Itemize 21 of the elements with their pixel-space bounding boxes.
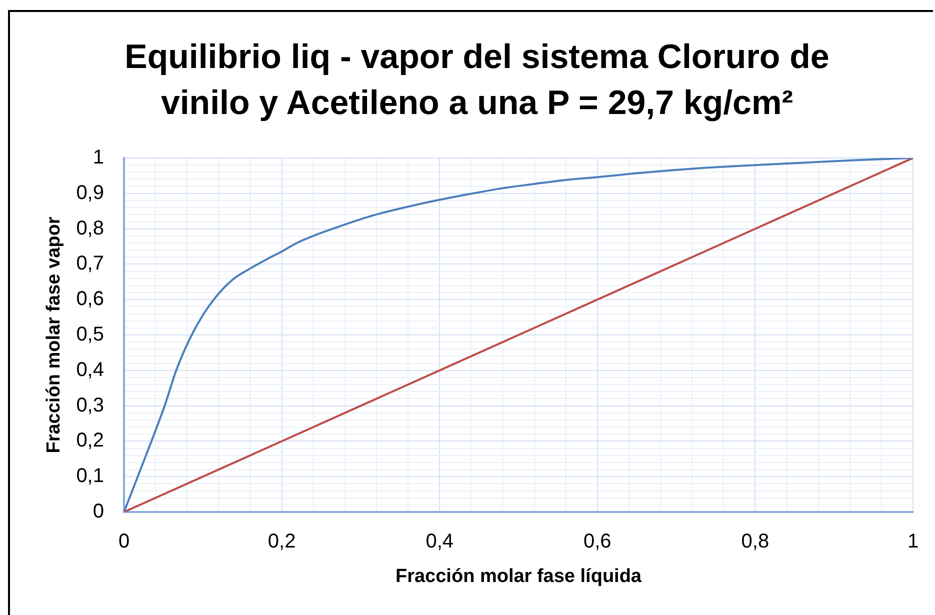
y-tick-label: 0,1 bbox=[76, 465, 104, 488]
x-axis-title: Fracción molar fase líquida bbox=[395, 566, 642, 587]
y-tick-label: 0,9 bbox=[76, 182, 104, 204]
line-series bbox=[124, 158, 913, 512]
y-tick-label: 0,7 bbox=[76, 252, 104, 275]
y-tick-label: 0 bbox=[92, 500, 104, 523]
y-tick-label: 1 bbox=[92, 146, 104, 169]
x-tick-label: 0,2 bbox=[268, 530, 296, 553]
y-tick-label: 0,3 bbox=[76, 394, 104, 416]
y-tick-label: 0,4 bbox=[76, 358, 104, 381]
x-tick-label: 0,4 bbox=[426, 530, 454, 553]
x-tick-label: 0,8 bbox=[741, 530, 770, 553]
y-tick-label: 0,2 bbox=[76, 430, 104, 452]
x-tick-label: 0,6 bbox=[583, 530, 612, 553]
y-tick-label: 0,6 bbox=[76, 288, 104, 310]
y-axis-title: Fracción molar fase vapor bbox=[44, 216, 65, 454]
x-tick-label: 1 bbox=[907, 530, 919, 553]
y-tick-label: 0,5 bbox=[76, 324, 104, 346]
y-tick-label: 0,8 bbox=[76, 217, 104, 240]
chart-title: Equilibrio liq - vapor del sistema Cloruro de vinilo y Acetileno a una P = 29,7 kg/cm² bbox=[124, 37, 830, 124]
x-tick-label: 0 bbox=[118, 530, 130, 553]
